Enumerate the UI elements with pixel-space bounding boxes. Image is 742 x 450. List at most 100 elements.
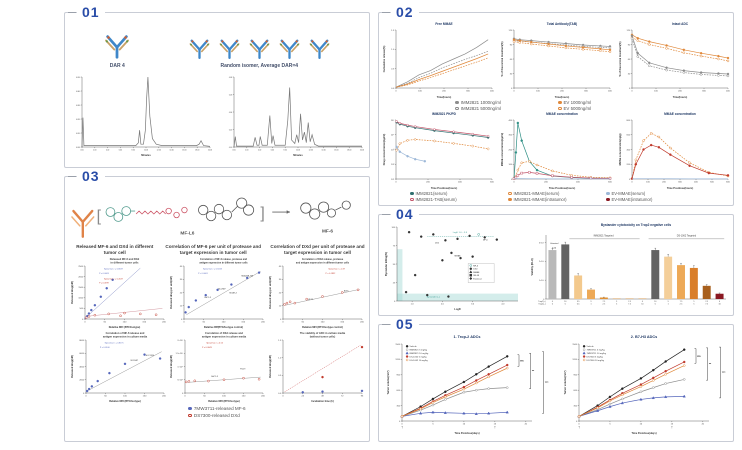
svg-text:5: 5 xyxy=(616,304,617,306)
svg-text:Drug concentration(ng/ml): Drug concentration(ng/ml) xyxy=(383,134,386,166)
svg-text:2500: 2500 xyxy=(78,266,84,268)
svg-text:200: 200 xyxy=(261,321,265,323)
svg-text:150: 150 xyxy=(142,395,146,397)
svg-text:Correlation of DXd release, pr: Correlation of DXd release, protease xyxy=(301,258,343,261)
svg-text:0: 0 xyxy=(395,90,397,92)
svg-text:60: 60 xyxy=(627,59,630,61)
svg-text:Released drug per unit(nM): Released drug per unit(nM) xyxy=(170,276,173,309)
svg-text:60: 60 xyxy=(509,59,512,61)
svg-text:1. Trop-2 ADCs: 1. Trop-2 ADCs xyxy=(453,335,480,339)
svg-text:72: 72 xyxy=(341,395,344,397)
svg-text:6000: 6000 xyxy=(79,353,85,355)
svg-text:Time Postdose(hours): Time Postdose(hours) xyxy=(666,187,693,190)
legend-item: IMM2821-MMAE(serum) xyxy=(508,191,604,196)
svg-text:100: 100 xyxy=(646,181,650,183)
svg-text:90: 90 xyxy=(509,44,512,46)
svg-text:200: 200 xyxy=(426,181,430,183)
dxd-payload-structure xyxy=(198,197,255,222)
panel-number-04: 04 xyxy=(382,206,430,222)
svg-text:16.00: 16.00 xyxy=(182,149,186,151)
adc-structure-diagram: [ ] MF-L6 MF-6 xyxy=(71,197,351,238)
svg-text:% of theoretical maximum(%): % of theoretical maximum(%) xyxy=(619,41,622,76)
svg-text:MMAE concentration: MMAE concentration xyxy=(664,112,696,116)
svg-text:1: 1 xyxy=(668,304,669,306)
svg-text:DS7300 5 mg/kg: DS7300 5 mg/kg xyxy=(587,356,604,358)
svg-text:0: 0 xyxy=(81,319,83,321)
svg-text:in different tumor cells: in different tumor cells xyxy=(110,261,139,265)
svg-text:Released drug(nM): Released drug(nM) xyxy=(71,355,74,378)
svg-text:400: 400 xyxy=(458,181,462,183)
svg-text:4000: 4000 xyxy=(79,366,85,368)
svg-text:0: 0 xyxy=(543,299,545,301)
svg-text:Time(hours): Time(hours) xyxy=(436,96,451,99)
caption-mf6-correlation: Correlation of MF-6 per unit of protease… xyxy=(165,244,262,255)
antibody-icon xyxy=(248,39,270,60)
mf6-media-scatter: Correlation of MF-6 release and antigen e… xyxy=(70,331,167,403)
svg-text:6.00: 6.00 xyxy=(119,149,122,151)
svg-text:75: 75 xyxy=(393,245,396,247)
svg-text:2000: 2000 xyxy=(78,276,84,278)
svg-text:9.5: 9.5 xyxy=(577,301,580,303)
free-mmae-plot: Free MMAE 0 100 200 300 400 0.0 0.5 1.0 1.5 Time(h… xyxy=(382,22,495,99)
svg-text:1.5: 1.5 xyxy=(278,340,282,342)
svg-text:10¹: 10¹ xyxy=(391,178,394,181)
svg-text:Untreated: Untreated xyxy=(550,242,558,245)
svg-text:BxPC-3: BxPC-3 xyxy=(211,376,218,378)
svg-text:300: 300 xyxy=(574,405,578,407)
svg-text:10: 10 xyxy=(463,423,466,425)
svg-text:Bystander (–): Bystander (–) xyxy=(427,296,440,299)
dxd-correlation-scatter: Correlation of DXd release, protease and … xyxy=(268,257,365,329)
svg-text:600: 600 xyxy=(626,135,630,137)
svg-text:***: *** xyxy=(722,370,726,374)
random-isomer-adc-diagram: Random isomer, Average DAR=4 xyxy=(187,36,332,69)
bracket-close: ] xyxy=(260,205,264,222)
svg-text:100: 100 xyxy=(123,395,127,397)
svg-text:18.00: 18.00 xyxy=(195,149,199,151)
arrow-icon xyxy=(272,210,291,214)
mf6-correlation-scatter: Correlation of MF-6 release, protease an… xyxy=(169,257,266,329)
svg-text:0.050: 0.050 xyxy=(76,77,80,79)
svg-text:150: 150 xyxy=(340,321,344,323)
svg-text:7.5: 7.5 xyxy=(628,304,631,306)
adc-stability-scatter: The stability of ADC in culture media (wi… xyxy=(268,331,365,403)
svg-text:0: 0 xyxy=(552,304,553,306)
svg-text:300: 300 xyxy=(584,90,588,92)
svg-text:Cumulative release(%): Cumulative release(%) xyxy=(383,45,386,72)
svg-text:400: 400 xyxy=(508,120,512,122)
panel-bystander-effect: 04 1.0 2.0 3.0 4.0 0 25 50 75 100 LogD Bystander k… xyxy=(378,206,734,316)
random-isomer-caption: Random isomer, Average DAR=4 xyxy=(220,63,299,69)
svg-text:12.00: 12.00 xyxy=(309,149,313,151)
svg-text:0.0: 0.0 xyxy=(278,393,282,395)
svg-text:0.0: 0.0 xyxy=(391,88,395,90)
svg-text:HT-29: HT-29 xyxy=(308,299,313,301)
svg-text:2.5: 2.5 xyxy=(603,304,606,306)
svg-text:BxPC-3: BxPC-3 xyxy=(204,297,211,299)
svg-text:0: 0 xyxy=(642,301,643,303)
svg-text:20: 20 xyxy=(702,423,705,425)
svg-text:1.5×10⁵: 1.5×10⁵ xyxy=(175,352,183,355)
svg-text:200: 200 xyxy=(162,321,166,323)
svg-text:Vehicle: Vehicle xyxy=(587,346,595,348)
svg-text:and antigen expression in diff: and antigen expression in different tumo… xyxy=(295,261,349,264)
svg-text:0: 0 xyxy=(399,421,401,423)
svg-text:100: 100 xyxy=(536,90,540,92)
svg-text:Relative BP(BTC/Isotype contro: Relative BP(BTC/Isotype control) xyxy=(203,326,242,329)
svg-text:0.5: 0.5 xyxy=(278,375,282,377)
svg-text:200: 200 xyxy=(442,90,446,92)
svg-text:1500: 1500 xyxy=(395,344,401,346)
svg-text:Free MMAE: Free MMAE xyxy=(435,22,452,26)
svg-text:20: 20 xyxy=(179,292,182,294)
svg-text:8.00: 8.00 xyxy=(132,149,135,151)
svg-text:0.5: 0.5 xyxy=(577,304,580,306)
svg-text:800: 800 xyxy=(626,120,630,122)
svg-text:Spearman r = 0.37: Spearman r = 0.37 xyxy=(328,269,346,271)
svg-text:Time Postdose(hours): Time Postdose(hours) xyxy=(548,187,575,190)
svg-text:500: 500 xyxy=(710,181,714,183)
svg-text:MMAE concentration: MMAE concentration xyxy=(546,112,578,116)
svg-text:1200: 1200 xyxy=(572,359,578,361)
svg-text:10⁵: 10⁵ xyxy=(390,120,393,122)
svg-text:20.00: 20.00 xyxy=(360,149,364,151)
svg-text:300: 300 xyxy=(466,90,470,92)
svg-text:2×10⁵: 2×10⁵ xyxy=(177,339,183,342)
svg-text:MMAE concentration(ng/ml): MMAE concentration(ng/ml) xyxy=(501,133,504,166)
